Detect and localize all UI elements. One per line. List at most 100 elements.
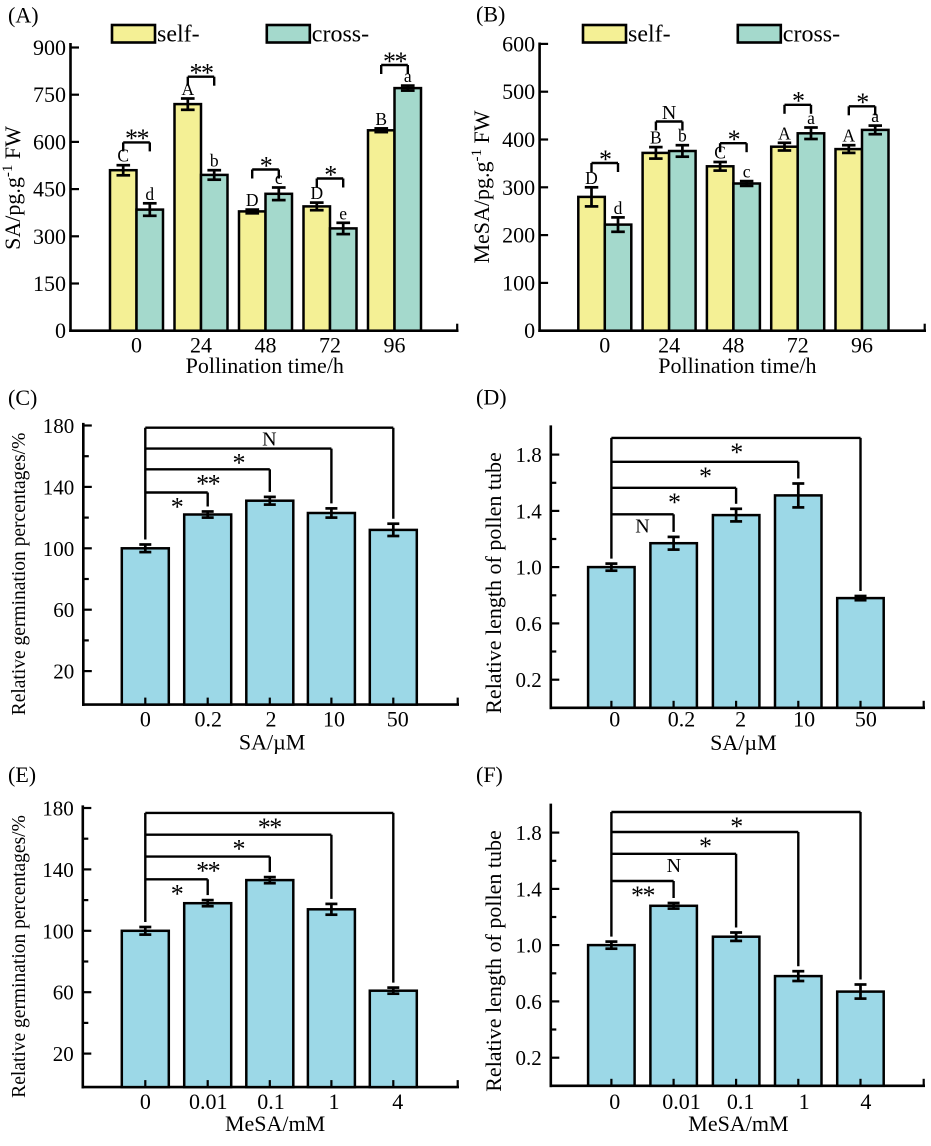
svg-text:**: ** [631,881,655,910]
svg-text:B: B [375,109,387,129]
svg-text:1.8: 1.8 [516,443,542,467]
svg-text:*: * [233,449,245,478]
svg-text:600: 600 [502,31,535,56]
svg-text:0: 0 [140,1089,151,1114]
svg-text:20: 20 [53,660,74,684]
svg-text:60: 60 [53,981,74,1005]
svg-text:A: A [842,126,855,146]
svg-text:*: * [599,145,611,174]
svg-text:MeSA/pg.g-1 FW: MeSA/pg.g-1 FW [469,110,494,263]
svg-text:cross-: cross- [312,22,369,48]
svg-text:750: 750 [33,82,66,107]
svg-text:2: 2 [266,707,277,732]
svg-text:(A): (A) [8,3,39,28]
svg-text:MeSA/mM: MeSA/mM [225,1111,325,1136]
svg-text:C: C [117,146,129,166]
svg-text:Pollination time/h: Pollination time/h [186,353,344,378]
svg-text:100: 100 [502,270,535,295]
svg-text:b: b [678,126,687,146]
svg-text:Relative germination percentag: Relative germination percentages/% [9,815,30,1098]
svg-text:72: 72 [319,333,341,358]
svg-text:450: 450 [33,177,66,202]
svg-text:B: B [650,128,662,148]
svg-text:150: 150 [33,271,66,296]
svg-text:0.2: 0.2 [668,707,696,732]
svg-text:100: 100 [42,919,74,943]
svg-text:**: ** [258,813,282,842]
svg-text:SA/pg.g-1 FW: SA/pg.g-1 FW [0,126,25,250]
svg-text:a: a [404,66,412,86]
svg-text:24: 24 [190,333,212,358]
svg-text:0.2: 0.2 [516,1046,542,1070]
svg-text:96: 96 [851,333,873,358]
svg-text:0.2: 0.2 [195,707,223,732]
svg-text:*: * [171,493,183,522]
svg-text:300: 300 [502,175,535,200]
svg-text:*: * [233,835,245,864]
svg-text:0: 0 [140,707,151,732]
svg-text:2: 2 [735,707,746,732]
svg-text:48: 48 [255,333,277,358]
svg-text:*: * [856,88,868,117]
svg-text:d: d [145,184,154,204]
svg-text:A: A [181,79,194,99]
svg-text:50: 50 [855,707,877,732]
svg-text:b: b [210,151,219,171]
svg-text:48: 48 [722,333,744,358]
svg-text:D: D [246,190,259,210]
svg-text:N: N [635,515,649,537]
svg-text:**: ** [125,124,149,153]
svg-text:cross-: cross- [783,22,840,48]
svg-text:0: 0 [609,707,620,732]
svg-text:1.4: 1.4 [516,499,543,523]
svg-text:10: 10 [793,707,815,732]
svg-text:D: D [585,168,598,188]
svg-text:50: 50 [387,707,409,732]
svg-text:*: * [792,87,804,116]
svg-text:SA/µM: SA/µM [239,730,305,755]
svg-text:C: C [714,143,726,163]
svg-text:(F): (F) [476,762,503,787]
svg-text:*: * [260,151,272,180]
svg-text:600: 600 [33,129,66,154]
svg-text:*: * [324,160,336,189]
svg-text:N: N [662,102,676,124]
svg-text:20: 20 [53,1042,74,1066]
svg-text:*: * [171,879,183,908]
svg-text:*: * [730,812,742,841]
svg-text:self-: self- [628,22,671,48]
svg-text:0: 0 [131,333,142,358]
svg-text:0.1: 0.1 [257,1089,285,1114]
svg-text:0.6: 0.6 [516,612,542,636]
svg-text:0.01: 0.01 [662,1089,701,1114]
svg-text:72: 72 [787,333,809,358]
svg-text:MeSA/mM: MeSA/mM [688,1111,788,1136]
svg-text:100: 100 [43,537,75,561]
svg-text:Relative length of pollen tube: Relative length of pollen tube [481,452,506,714]
svg-text:(D): (D) [476,385,507,410]
svg-text:(B): (B) [476,2,505,27]
svg-text:0: 0 [599,333,610,358]
svg-text:400: 400 [502,127,535,152]
svg-text:0: 0 [524,318,535,343]
svg-text:**: ** [196,857,220,886]
svg-text:SA/µM: SA/µM [710,730,776,755]
svg-text:96: 96 [384,333,406,358]
svg-text:1.8: 1.8 [516,821,542,845]
svg-text:d: d [614,198,623,218]
svg-text:*: * [668,488,680,517]
svg-text:1.4: 1.4 [516,877,543,901]
svg-text:1: 1 [329,1089,340,1114]
svg-text:N: N [667,855,681,877]
svg-text:**: ** [383,47,407,76]
svg-text:(E): (E) [8,762,36,787]
svg-text:140: 140 [43,475,75,499]
svg-text:1: 1 [799,1089,810,1114]
svg-text:A: A [778,123,791,143]
svg-text:**: ** [196,469,220,498]
svg-text:*: * [699,462,711,491]
svg-text:Relative length of pollen tube: Relative length of pollen tube [481,830,506,1092]
svg-text:*: * [699,832,711,861]
svg-text:24: 24 [658,333,680,358]
svg-text:10: 10 [323,707,345,732]
